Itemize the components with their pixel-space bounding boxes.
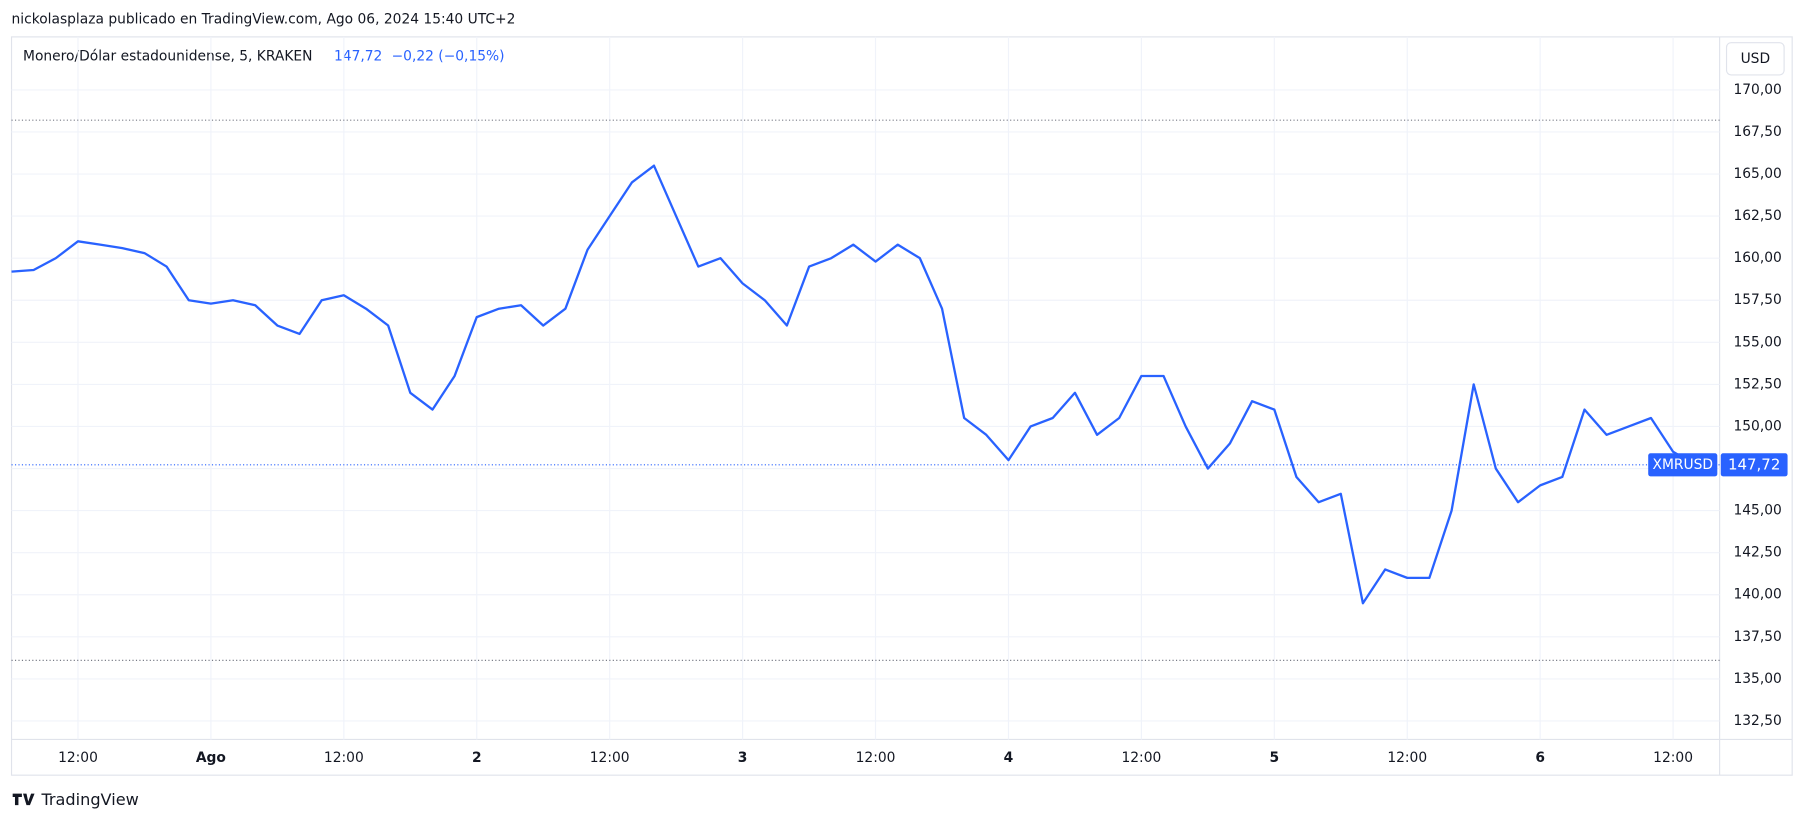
- unit[interactable]: USD: [1741, 51, 1771, 67]
- x-tick-label: 4: [1004, 750, 1014, 766]
- y-tick-label: 155,00: [1733, 334, 1781, 350]
- y-tick-label: 150,00: [1733, 418, 1781, 434]
- x-tick-label: 12:00: [1387, 750, 1427, 766]
- y-tick-label: 145,00: [1733, 503, 1781, 519]
- y-tick-label: 152,50: [1733, 376, 1781, 392]
- y-tick-label: 170,00: [1733, 82, 1781, 98]
- y-tick-label: 142,50: [1733, 545, 1781, 561]
- y-tick-label: 140,00: [1733, 587, 1781, 603]
- symbol-label: XMRUSD: [1653, 457, 1714, 473]
- unit-button[interactable]: [1725, 42, 1785, 76]
- y-tick-label: 162,50: [1733, 208, 1781, 224]
- change: −0,22 (−0,15%): [392, 48, 505, 64]
- x-tick-label: 2: [472, 750, 482, 766]
- x-tick-label: 5: [1270, 750, 1280, 766]
- y-tick-label: 165,00: [1733, 166, 1781, 182]
- price-tag: [1720, 453, 1788, 477]
- chart-title: Monero/Dólar estadounidense, 5, KRAKEN: [23, 48, 312, 64]
- price: 147,72: [334, 48, 382, 64]
- y-tick-label: 137,50: [1733, 629, 1781, 645]
- chart-frame: [10, 36, 1793, 776]
- x-tick-label: 6: [1535, 750, 1545, 766]
- credit: nickolasplaza publicado en TradingView.c…: [12, 12, 516, 28]
- symbol-tag: [1648, 453, 1718, 477]
- x-tick-label: 12:00: [1653, 750, 1693, 766]
- x-tick-label: 12:00: [324, 750, 364, 766]
- y-tick-label: 167,50: [1733, 124, 1781, 140]
- x-tick-label: 12:00: [590, 750, 630, 766]
- y-tick-label: 160,00: [1733, 250, 1781, 266]
- x-tick-label: 12:00: [1121, 750, 1161, 766]
- x-tick-label: Ago: [196, 750, 226, 766]
- price-tag-label: 147,72: [1728, 455, 1780, 473]
- y-tick-label: 157,50: [1733, 292, 1781, 308]
- price-line-series: [11, 164, 1696, 605]
- x-tick-label: 12:00: [856, 750, 896, 766]
- x-tick-label: 3: [738, 750, 748, 766]
- brand: TradingView: [40, 790, 138, 809]
- y-tick-label: 135,00: [1733, 671, 1781, 687]
- x-tick-label: 12:00: [58, 750, 98, 766]
- y-tick-label: 132,50: [1733, 713, 1781, 729]
- brand-logo: [12, 793, 35, 806]
